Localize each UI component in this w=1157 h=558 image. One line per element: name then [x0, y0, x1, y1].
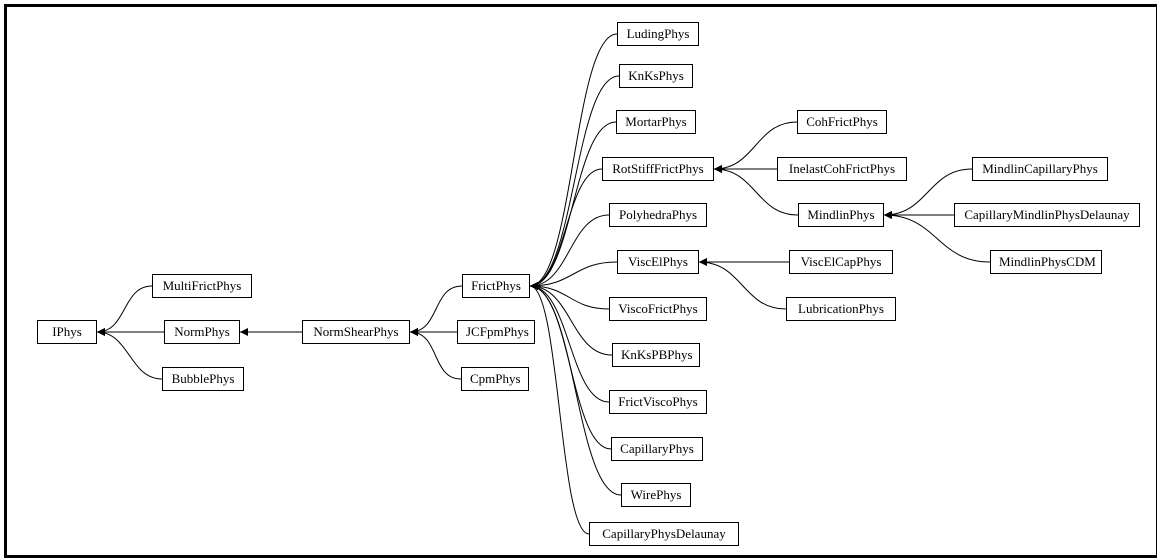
node-NormShearPhys: NormShearPhys [302, 320, 410, 344]
node-label: IPhys [52, 324, 82, 339]
node-label: MindlinPhys [807, 207, 874, 222]
arrowhead-icon [410, 328, 418, 336]
node-label: NormPhys [174, 324, 230, 339]
node-MindlinCapillaryPhys: MindlinCapillaryPhys [972, 157, 1108, 181]
arrowhead-icon [714, 165, 722, 173]
edge-MortarPhys-to-FrictPhys [530, 122, 616, 286]
arrowhead-icon [240, 328, 248, 336]
node-MindlinPhys: MindlinPhys [798, 203, 884, 227]
node-CapillaryPhys: CapillaryPhys [611, 437, 703, 461]
arrowhead-icon [97, 328, 105, 336]
node-label: MindlinCapillaryPhys [982, 161, 1098, 176]
node-CpmPhys: CpmPhys [461, 367, 529, 391]
diagram-frame: IPhys MultiFrictPhys NormPhys BubblePhys Nor… [4, 4, 1157, 558]
node-JCFpmPhys: JCFpmPhys [457, 320, 535, 344]
node-label: ViscElPhys [628, 254, 688, 269]
node-ViscElCapPhys: ViscElCapPhys [789, 250, 893, 274]
node-FrictPhys: FrictPhys [462, 274, 530, 298]
node-label: CapillaryPhys [620, 441, 694, 456]
node-CapillaryMindlinPhysDelaunay: CapillaryMindlinPhysDelaunay [954, 203, 1140, 227]
node-RotStiffFrictPhys: RotStiffFrictPhys [602, 157, 714, 181]
edge-LubricationPhys-to-ViscElPhys [699, 262, 786, 309]
arrowhead-icon [530, 282, 538, 290]
edge-ViscoFrictPhys-to-FrictPhys [530, 286, 609, 309]
node-label: WirePhys [631, 487, 682, 502]
edge-MultiFrictPhys-to-IPhys [97, 286, 152, 332]
node-PolyhedraPhys: PolyhedraPhys [609, 203, 707, 227]
node-ViscoFrictPhys: ViscoFrictPhys [609, 297, 707, 321]
node-label: BubblePhys [172, 371, 235, 386]
node-CapillaryPhysDelaunay: CapillaryPhysDelaunay [589, 522, 739, 546]
node-label: ViscoFrictPhys [618, 301, 697, 316]
edge-KnKsPBPhys-to-FrictPhys [530, 286, 612, 355]
node-MultiFrictPhys: MultiFrictPhys [152, 274, 252, 298]
node-label: MultiFrictPhys [163, 278, 242, 293]
node-label: PolyhedraPhys [619, 207, 697, 222]
node-NormPhys: NormPhys [164, 320, 240, 344]
node-label: MindlinPhysCDM [999, 254, 1096, 269]
node-label: LudingPhys [627, 26, 690, 41]
node-MortarPhys: MortarPhys [616, 110, 696, 134]
node-label: NormShearPhys [313, 324, 398, 339]
edge-PolyhedraPhys-to-FrictPhys [530, 215, 609, 286]
node-label: CapillaryPhysDelaunay [602, 526, 725, 541]
node-label: MortarPhys [625, 114, 686, 129]
node-ViscElPhys: ViscElPhys [617, 250, 699, 274]
node-label: CpmPhys [470, 371, 521, 386]
arrowhead-icon [699, 258, 707, 266]
node-FrictViscoPhys: FrictViscoPhys [609, 390, 707, 414]
node-label: LubricationPhys [798, 301, 884, 316]
node-label: FrictPhys [471, 278, 521, 293]
node-label: KnKsPBPhys [621, 347, 693, 362]
node-label: CohFrictPhys [806, 114, 878, 129]
node-CohFrictPhys: CohFrictPhys [797, 110, 887, 134]
node-MindlinPhysCDM: MindlinPhysCDM [990, 250, 1102, 274]
node-label: JCFpmPhys [466, 324, 529, 339]
node-label: ViscElCapPhys [801, 254, 882, 269]
edge-BubblePhys-to-IPhys [97, 332, 162, 379]
arrowhead-icon [884, 211, 892, 219]
node-label: FrictViscoPhys [618, 394, 697, 409]
edge-CpmPhys-to-NormShearPhys [410, 332, 461, 379]
node-KnKsPhys: KnKsPhys [619, 64, 693, 88]
node-LubricationPhys: LubricationPhys [786, 297, 896, 321]
node-label: InelastCohFrictPhys [789, 161, 895, 176]
node-KnKsPBPhys: KnKsPBPhys [612, 343, 700, 367]
node-LudingPhys: LudingPhys [617, 22, 699, 46]
node-label: RotStiffFrictPhys [612, 161, 704, 176]
node-label: CapillaryMindlinPhysDelaunay [964, 207, 1129, 222]
edge-FrictPhys-to-NormShearPhys [410, 286, 462, 332]
node-label: KnKsPhys [628, 68, 684, 83]
node-BubblePhys: BubblePhys [162, 367, 244, 391]
node-InelastCohFrictPhys: InelastCohFrictPhys [777, 157, 907, 181]
edge-WirePhys-to-FrictPhys [530, 286, 621, 495]
edge-RotStiffFrictPhys-to-FrictPhys [530, 169, 602, 286]
node-WirePhys: WirePhys [621, 483, 691, 507]
node-IPhys: IPhys [37, 320, 97, 344]
edge-KnKsPhys-to-FrictPhys [530, 76, 619, 286]
